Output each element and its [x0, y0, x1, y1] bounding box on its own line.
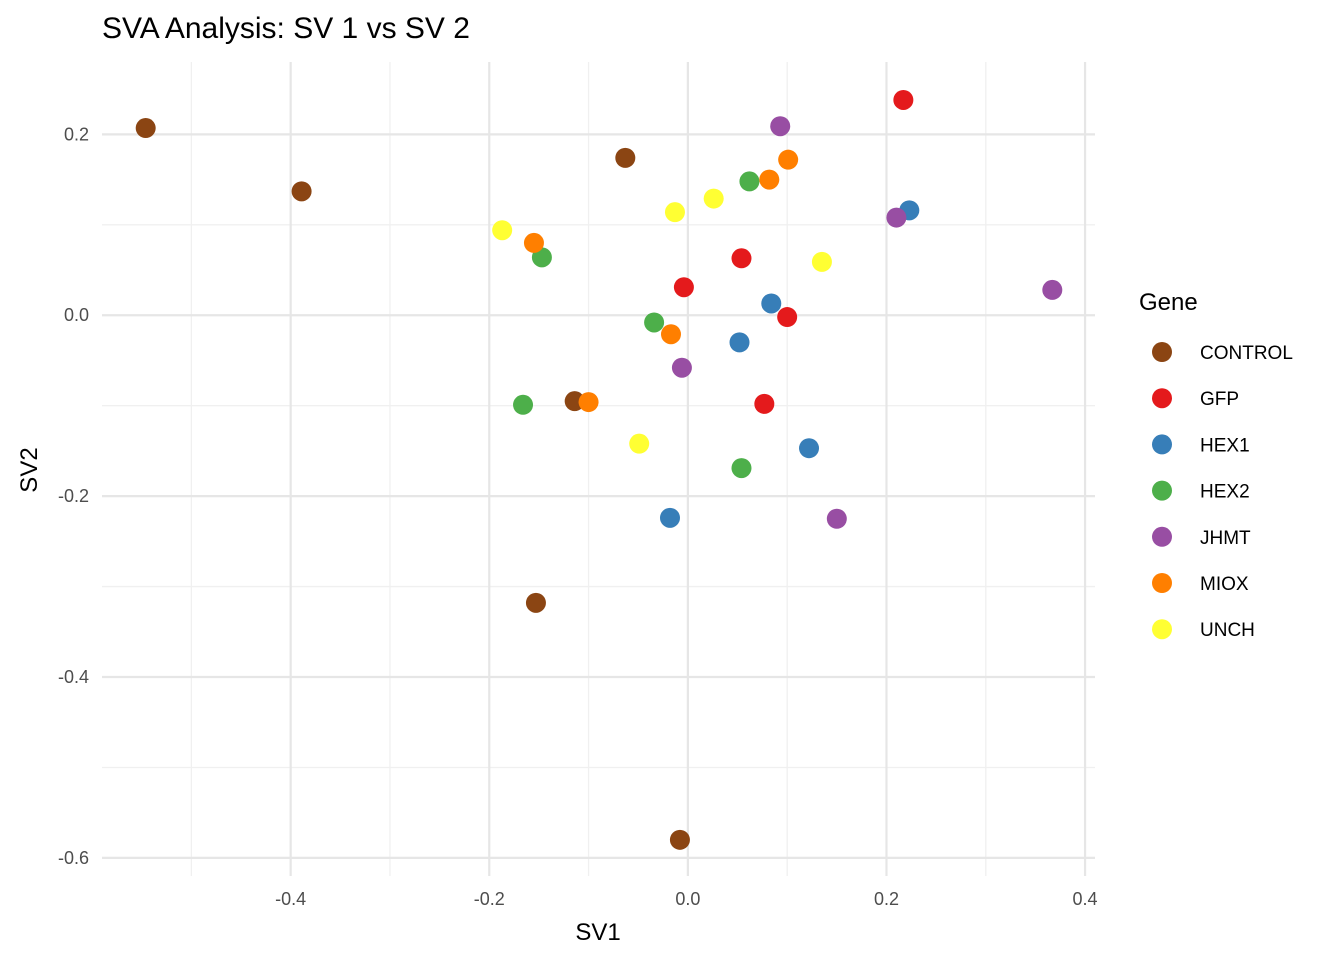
data-point-jhmt — [671, 357, 692, 378]
data-point-hex1 — [729, 332, 750, 353]
data-point-jhmt — [886, 207, 907, 228]
legend-label: JHMT — [1200, 528, 1251, 549]
data-point-unch — [703, 188, 724, 209]
data-point-unch — [664, 202, 685, 223]
legend-key-hex1 — [1152, 434, 1172, 455]
y-tick-label: 0.0 — [64, 305, 89, 325]
legend-label: CONTROL — [1200, 343, 1293, 364]
y-tick-label: -0.6 — [58, 848, 89, 868]
data-point-miox — [523, 232, 544, 253]
data-point-unch — [492, 220, 513, 241]
data-point-control — [525, 592, 546, 613]
x-tick-label: 0.4 — [1073, 889, 1098, 909]
legend-title: Gene — [1139, 289, 1198, 316]
legend-key-unch — [1152, 619, 1172, 640]
legend-label: UNCH — [1200, 620, 1255, 641]
y-axis-title: SV2 — [16, 447, 43, 492]
data-point-control — [669, 829, 690, 850]
chart-title: SVA Analysis: SV 1 vs SV 2 — [102, 12, 470, 45]
legend-key-miox — [1152, 573, 1172, 593]
data-point-gfp — [673, 277, 694, 298]
data-point-hex2 — [739, 171, 760, 192]
y-tick-label: -0.2 — [58, 486, 89, 506]
y-tick-label: 0.2 — [64, 124, 89, 144]
data-point-gfp — [731, 248, 752, 269]
data-point-gfp — [777, 307, 798, 328]
data-point-hex2 — [731, 458, 752, 479]
data-point-control — [615, 147, 636, 168]
data-point-gfp — [754, 393, 775, 414]
data-point-control — [291, 181, 312, 202]
grid — [102, 62, 1095, 876]
x-tick-label: 0.0 — [675, 889, 700, 909]
data-point-hex2 — [513, 394, 534, 415]
data-point-control — [135, 118, 156, 139]
legend-label: HEX1 — [1200, 435, 1250, 456]
x-tick-label: -0.4 — [275, 889, 306, 909]
legend-label: GFP — [1200, 389, 1239, 410]
data-point-gfp — [893, 89, 914, 110]
axis-ticks: -0.4 -0.2 0.0 0.2 0.4 0.2 0.0 -0.2 -0.4 -0.6 — [58, 124, 1098, 909]
data-point-hex1 — [799, 438, 820, 459]
data-point-hex1 — [761, 293, 782, 314]
legend-key-control — [1152, 342, 1172, 362]
x-tick-label: 0.2 — [874, 889, 899, 909]
x-tick-label: -0.2 — [474, 889, 505, 909]
data-point-hex2 — [644, 312, 665, 333]
data-point-miox — [778, 149, 799, 170]
data-point-miox — [578, 392, 599, 413]
legend-key-gfp — [1152, 388, 1172, 409]
legend-key-jhmt — [1152, 526, 1172, 547]
data-point-unch — [629, 433, 650, 454]
data-point-jhmt — [1042, 279, 1063, 300]
data-point-miox — [759, 169, 780, 190]
data-point-hex1 — [659, 507, 680, 528]
legend-label: MIOX — [1200, 574, 1249, 595]
legend-label: HEX2 — [1200, 482, 1250, 503]
legend-key-hex2 — [1152, 480, 1172, 501]
data-points — [135, 89, 1063, 850]
x-axis-title: SV1 — [575, 919, 620, 946]
y-tick-label: -0.4 — [58, 667, 89, 687]
legend: Gene CONTROL GFP HEX1 HEX2 JHMT MIOX UNCH — [1139, 289, 1293, 641]
data-point-jhmt — [770, 116, 791, 137]
data-point-miox — [660, 324, 681, 345]
data-point-jhmt — [826, 508, 847, 529]
data-point-unch — [811, 251, 832, 272]
